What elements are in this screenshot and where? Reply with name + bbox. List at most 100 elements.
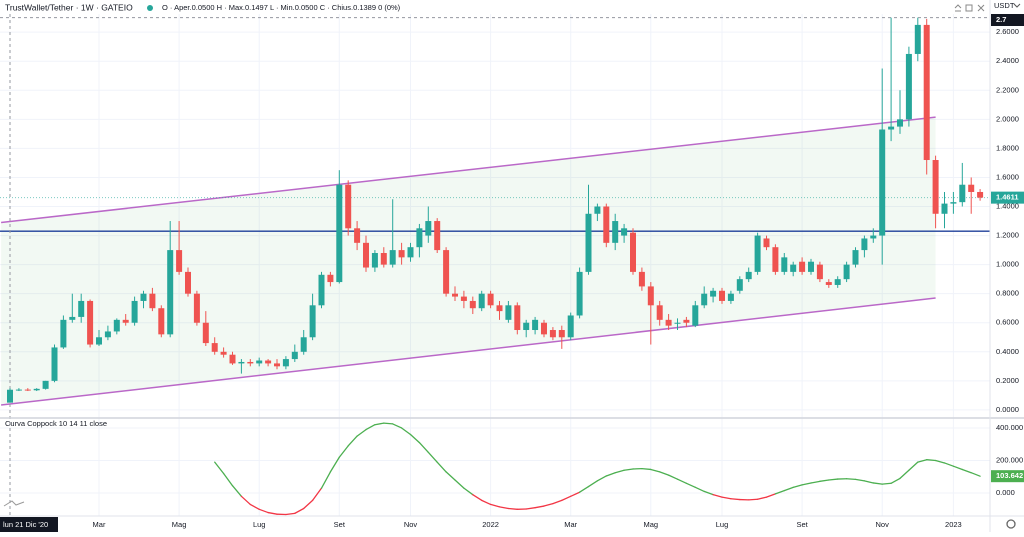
candle-body <box>746 272 752 279</box>
x-tick-label: Mar <box>93 520 106 529</box>
candle-body <box>675 323 681 324</box>
x-tick-label: Set <box>796 520 808 529</box>
x-tick-label: Mar <box>564 520 577 529</box>
candle-body <box>523 323 529 330</box>
x-tick-label: Set <box>334 520 346 529</box>
candle-body <box>336 185 342 282</box>
high-price-label: 2.7 <box>996 15 1006 24</box>
candle-body <box>586 214 592 272</box>
candle-body <box>212 343 218 352</box>
status-dot <box>147 5 153 11</box>
candle-body <box>692 305 698 325</box>
coppock-segment <box>384 423 393 424</box>
candle-body <box>790 265 796 272</box>
candle-body <box>817 265 823 280</box>
candle-body <box>497 305 503 311</box>
x-tick-label: Lug <box>253 520 266 529</box>
candle-body <box>683 320 689 323</box>
coppock-segment <box>927 460 936 461</box>
candle-body <box>648 286 654 305</box>
candle-body <box>977 192 983 198</box>
candle-body <box>488 294 494 306</box>
candle-body <box>461 297 467 301</box>
candle-body <box>114 320 120 332</box>
y-tick-label: 1.6000 <box>996 172 1019 181</box>
candle-body <box>861 238 867 250</box>
y-tick-label: 0.4000 <box>996 347 1019 356</box>
candle-body <box>247 362 253 363</box>
x-tick-label: Nov <box>876 520 890 529</box>
candle-body <box>7 390 13 403</box>
candle-body <box>639 272 645 287</box>
candle-body <box>363 243 369 268</box>
y-tick-label: 0.8000 <box>996 289 1019 298</box>
candle-body <box>372 253 378 268</box>
candle-body <box>292 352 298 359</box>
candle-body <box>149 294 155 309</box>
y-tick-label: 2.0000 <box>996 114 1019 123</box>
candle-body <box>221 352 227 355</box>
candle-body <box>799 262 805 272</box>
coppock-segment <box>847 479 856 480</box>
y-tick-label: 0.6000 <box>996 318 1019 327</box>
candle-body <box>123 320 129 323</box>
candle-body <box>69 317 75 320</box>
x-tick-label: Nov <box>404 520 418 529</box>
y2-tick-label: 0.000 <box>996 488 1015 497</box>
candle-body <box>434 221 440 250</box>
candle-body <box>505 305 511 320</box>
candle-body <box>78 301 84 317</box>
candle-body <box>532 320 538 330</box>
coppock-value-label: 103.642 <box>996 471 1023 480</box>
candle-body <box>950 202 956 203</box>
coppock-segment <box>749 499 758 500</box>
candle-body <box>34 389 40 390</box>
candle-body <box>924 25 930 160</box>
candle-body <box>594 207 600 214</box>
candle-body <box>425 221 431 236</box>
candle-body <box>906 54 912 119</box>
candle-body <box>176 250 182 272</box>
candle-body <box>808 262 814 272</box>
candle-body <box>479 294 485 309</box>
ohlc-legend: O · Aper.0.0500 H · Max.0.1497 L · Min.0… <box>162 3 401 12</box>
candle-body <box>781 257 787 272</box>
candle-body <box>274 363 280 366</box>
candle-body <box>399 250 405 257</box>
candle-body <box>959 185 965 202</box>
y-tick-label: 1.0000 <box>996 260 1019 269</box>
candle-body <box>603 207 609 243</box>
candle-body <box>835 279 841 285</box>
coppock-segment <box>882 483 891 484</box>
x-tick-label: lun 21 Dic '20 <box>3 520 48 529</box>
x-tick-label: 2022 <box>482 520 499 529</box>
candle-body <box>612 221 618 243</box>
candle-body <box>844 265 850 280</box>
candle-body <box>514 305 520 330</box>
candle-body <box>390 250 396 265</box>
candle-body <box>132 301 138 323</box>
y-tick-label: 1.8000 <box>996 143 1019 152</box>
candle-body <box>203 323 209 343</box>
candle-body <box>666 320 672 326</box>
candle-body <box>470 301 476 308</box>
candle-body <box>621 228 627 235</box>
candle-body <box>310 305 316 337</box>
last-price-label: 1.4611 <box>996 193 1019 202</box>
x-tick-label: Mag <box>172 520 187 529</box>
candle-body <box>443 250 449 294</box>
y2-tick-label: 400.000 <box>996 423 1023 432</box>
y2-tick-label: 200.000 <box>996 455 1023 464</box>
candle-body <box>755 236 761 272</box>
candle-body <box>737 279 743 291</box>
candle-body <box>452 294 458 297</box>
candle-body <box>853 250 859 265</box>
candle-body <box>158 308 164 334</box>
candle-body <box>238 362 244 363</box>
candle-body <box>381 253 387 265</box>
candle-body <box>657 305 663 320</box>
candle-body <box>568 315 574 337</box>
candle-body <box>301 337 307 352</box>
candle-body <box>577 272 583 316</box>
